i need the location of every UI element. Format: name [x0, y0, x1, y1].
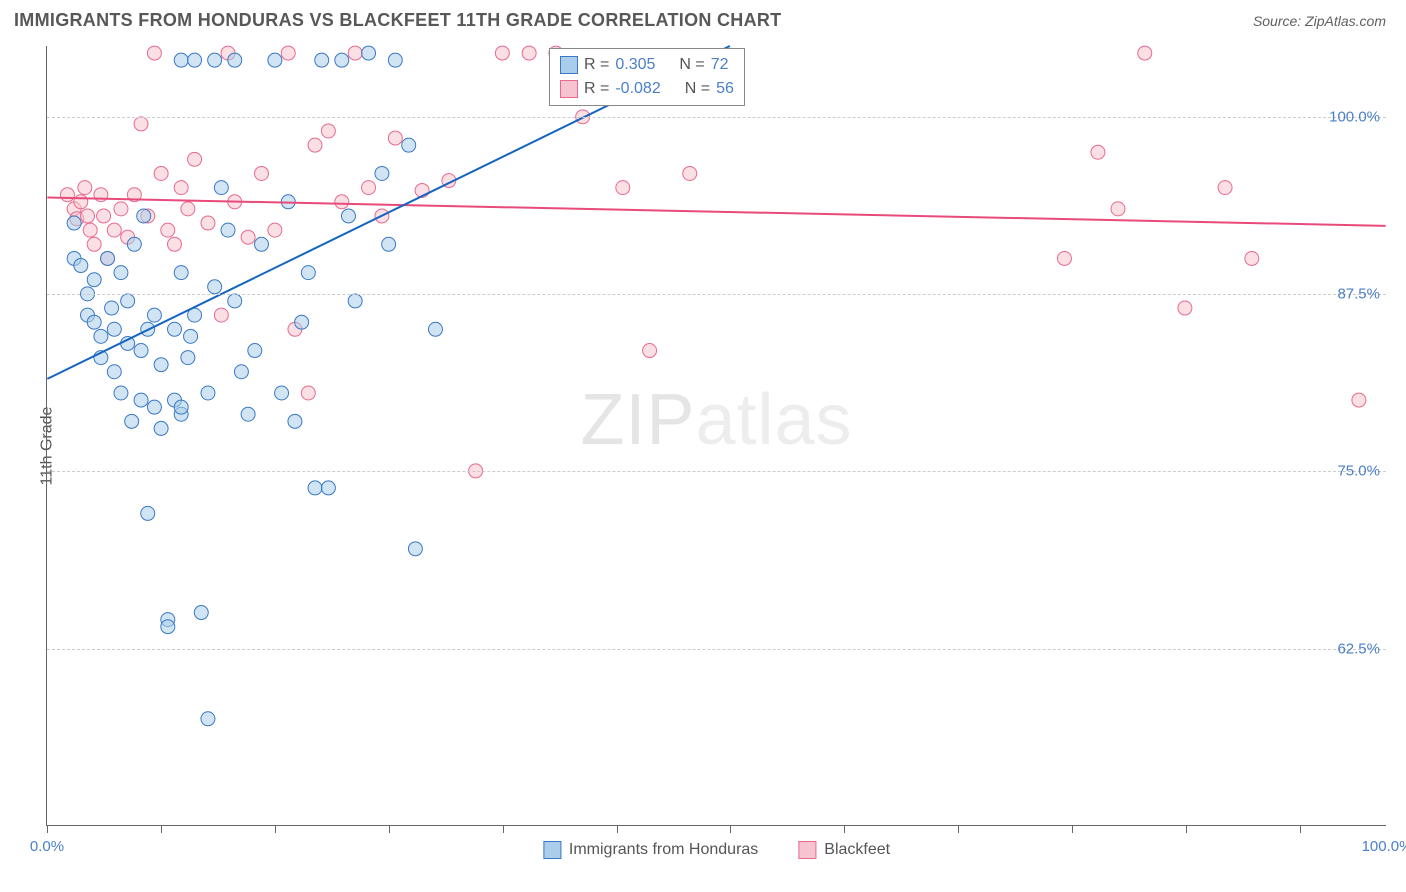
legend-item-blue: Immigrants from Honduras — [543, 841, 758, 859]
y-tick-label: 75.0% — [1337, 463, 1380, 480]
swatch-icon — [798, 841, 816, 859]
x-tick — [1186, 825, 1187, 833]
gridline — [47, 294, 1386, 295]
x-tick-label: 100.0% — [1362, 838, 1406, 855]
y-tick-label: 62.5% — [1337, 640, 1380, 657]
correl-row-pink: R = -0.082 N = 56 — [560, 77, 734, 101]
x-tick — [1072, 825, 1073, 833]
x-tick — [389, 825, 390, 833]
y-tick-label: 87.5% — [1337, 286, 1380, 303]
swatch-icon — [560, 56, 578, 74]
source-label: Source: ZipAtlas.com — [1253, 13, 1386, 29]
swatch-icon — [560, 80, 578, 98]
x-tick-label: 0.0% — [30, 838, 64, 855]
chart-title: IMMIGRANTS FROM HONDURAS VS BLACKFEET 11… — [14, 10, 781, 31]
chart-area: ZIPatlas R = 0.305 N = 72 R = -0.082 N =… — [46, 46, 1386, 826]
x-tick — [503, 825, 504, 833]
x-tick — [730, 825, 731, 833]
legend-item-pink: Blackfeet — [798, 841, 890, 859]
swatch-icon — [543, 841, 561, 859]
bottom-legend: Immigrants from Honduras Blackfeet — [543, 841, 890, 859]
x-tick — [47, 825, 48, 833]
x-tick — [617, 825, 618, 833]
gridline — [47, 471, 1386, 472]
correl-row-blue: R = 0.305 N = 72 — [560, 53, 734, 77]
x-tick — [844, 825, 845, 833]
x-tick — [958, 825, 959, 833]
y-tick-label: 100.0% — [1329, 108, 1380, 125]
gridline — [47, 117, 1386, 118]
correlation-legend: R = 0.305 N = 72 R = -0.082 N = 56 — [549, 48, 745, 106]
x-tick — [275, 825, 276, 833]
scatter-plot — [47, 46, 1386, 825]
x-tick — [161, 825, 162, 833]
gridline — [47, 649, 1386, 650]
x-tick — [1300, 825, 1301, 833]
